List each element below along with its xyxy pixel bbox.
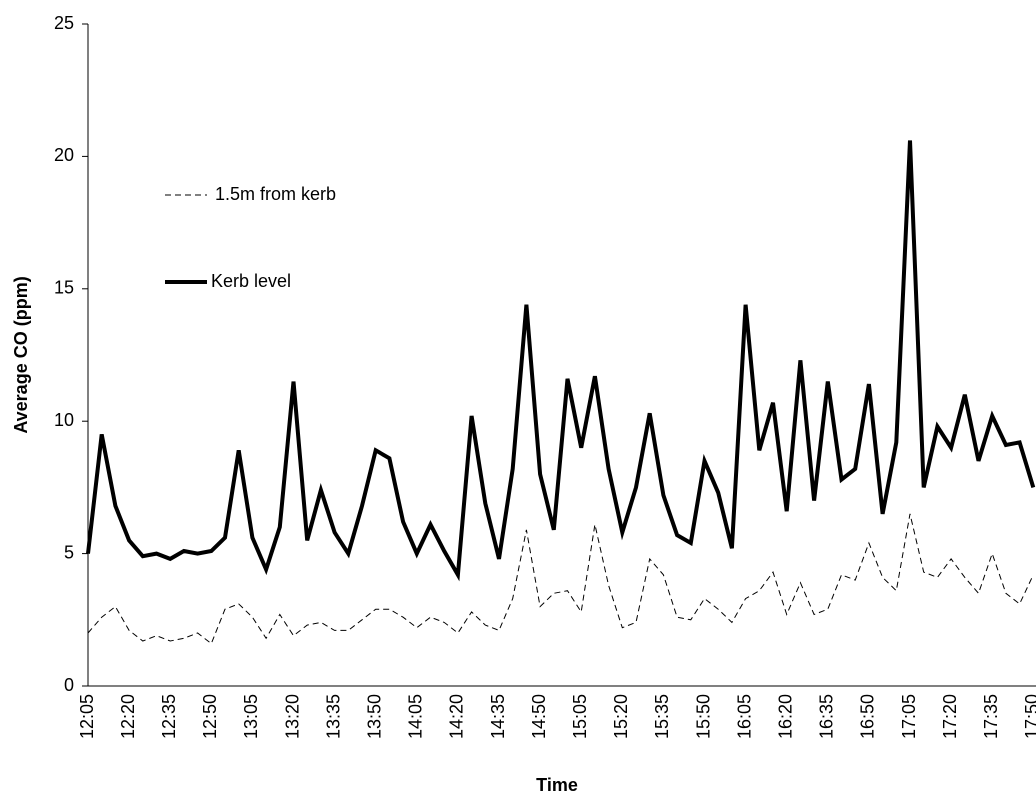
x-tick-label: 12:05 (77, 694, 97, 739)
x-tick-label: 15:05 (570, 694, 590, 739)
x-tick-label: 15:20 (611, 694, 631, 739)
y-tick-label: 20 (54, 145, 74, 165)
x-tick-label: 16:35 (817, 694, 837, 739)
x-tick-label: 13:05 (241, 694, 261, 739)
legend-label: Kerb level (211, 271, 291, 291)
x-tick-label: 17:20 (940, 694, 960, 739)
x-tick-label: 16:05 (734, 694, 754, 739)
y-axis-title: Average CO (ppm) (11, 276, 31, 433)
y-tick-label: 25 (54, 13, 74, 33)
x-tick-label: 17:05 (899, 694, 919, 739)
legend-label: 1.5m from kerb (215, 184, 336, 204)
x-tick-label: 12:35 (159, 694, 179, 739)
x-tick-label: 13:20 (282, 694, 302, 739)
x-tick-label: 17:35 (981, 694, 1001, 739)
x-tick-label: 14:35 (488, 694, 508, 739)
x-tick-label: 16:20 (775, 694, 795, 739)
series-line (87, 513, 1034, 645)
x-tick-label: 16:50 (858, 694, 878, 739)
y-tick-label: 0 (64, 675, 74, 695)
x-tick-label: 13:35 (323, 694, 343, 739)
x-tick-label: 15:50 (693, 694, 713, 739)
x-tick-label: 17:50 (1022, 694, 1036, 739)
x-tick-label: 15:35 (652, 694, 672, 739)
x-tick-label: 14:05 (406, 694, 426, 739)
x-tick-label: 12:50 (200, 694, 220, 739)
y-tick-label: 5 (64, 542, 74, 562)
x-tick-label: 14:50 (529, 694, 549, 739)
x-tick-label: 14:20 (447, 694, 467, 739)
y-tick-label: 15 (54, 278, 74, 298)
x-tick-label: 13:50 (364, 694, 384, 739)
series-line (86, 140, 1036, 582)
x-tick-label: 12:20 (118, 694, 138, 739)
x-axis-title: Time (536, 775, 578, 794)
y-tick-label: 10 (54, 410, 74, 430)
